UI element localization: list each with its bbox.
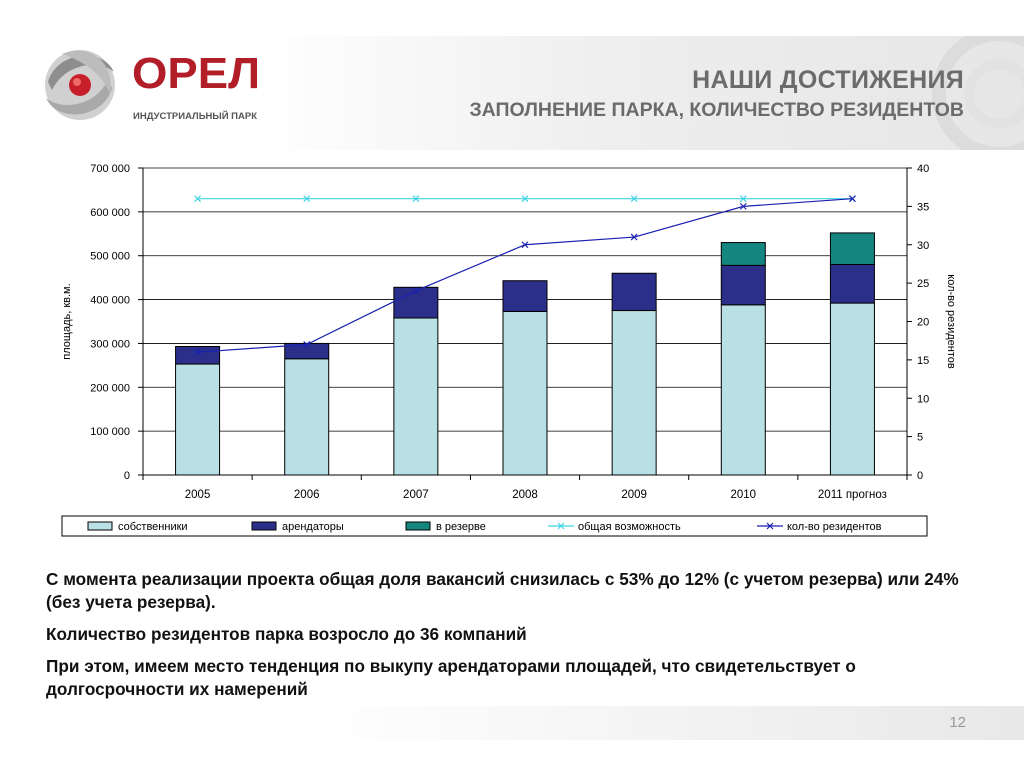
bar-segment-1 [611, 272, 657, 312]
logo-subtext: ИНДУСТРИАЛЬНЫЙ ПАРК [133, 110, 257, 122]
header-band [0, 36, 1024, 150]
y-tick-label: 500 000 [90, 251, 130, 263]
bar-segment-0 [611, 310, 657, 476]
y2-tick-label: 40 [917, 163, 929, 175]
legend-label: собственники [118, 521, 188, 533]
residents-marker [739, 202, 747, 210]
legend-marker-3 [557, 522, 565, 530]
residents-marker [521, 241, 529, 249]
legend-label: в резерве [436, 521, 486, 533]
legend-swatch-0 [87, 521, 113, 531]
residents-marker [630, 233, 638, 241]
legend-marker-4 [766, 522, 774, 530]
y2-tick-label: 20 [917, 317, 929, 329]
x-tick-label: 2006 [294, 489, 320, 501]
bar-segment-1 [720, 264, 766, 306]
header-decoration [932, 36, 1024, 150]
bar-segment-0 [720, 304, 766, 476]
y2-tick-label: 10 [917, 393, 929, 405]
x-tick-label: 2005 [185, 489, 211, 501]
page-subtitle: ЗАПОЛНЕНИЕ ПАРКА, КОЛИЧЕСТВО РЕЗИДЕНТОВ [469, 99, 964, 121]
y2-tick-label: 25 [917, 278, 929, 290]
y-tick-label: 0 [124, 470, 130, 482]
y-tick-label: 300 000 [90, 338, 130, 350]
body-paragraph-1: С момента реализации проекта общая доля … [46, 569, 959, 612]
y2-tick-label: 30 [917, 240, 929, 252]
body-paragraph-2: Количество резидентов парка возросло до … [46, 624, 527, 644]
y-tick-label: 600 000 [90, 207, 130, 219]
footer-band [0, 706, 1024, 740]
legend-label: арендаторы [282, 521, 344, 533]
logo-emblem-icon [45, 50, 115, 120]
logo-text: ОРЕЛ [132, 49, 260, 98]
residents-marker [303, 341, 311, 348]
y2-tick-label: 15 [917, 355, 929, 367]
page-number: 12 [949, 714, 966, 731]
x-tick-label: 2009 [621, 489, 647, 501]
bar-segment-2 [829, 232, 875, 265]
capacity-marker [194, 195, 201, 203]
residents-marker [194, 348, 201, 356]
y2-tick-label: 5 [917, 432, 923, 444]
page-title: НАШИ ДОСТИЖЕНИЯ [692, 66, 964, 94]
y-tick-label: 700 000 [90, 163, 130, 175]
capacity-marker [630, 195, 638, 203]
bar-segment-1 [829, 263, 875, 304]
y2-tick-label: 0 [917, 470, 923, 482]
x-tick-label: 2011 прогноз [818, 489, 887, 501]
capacity-marker [303, 195, 311, 203]
y2-tick-label: 35 [917, 201, 929, 213]
y-tick-label: 100 000 [90, 426, 130, 438]
residents-marker [412, 287, 420, 295]
bar-segment-0 [284, 358, 330, 476]
bar-segment-0 [502, 310, 548, 476]
capacity-marker [412, 195, 420, 203]
bar-segment-1 [393, 286, 439, 319]
y2-axis-label: кол-во резидентов [945, 274, 957, 369]
bar-segment-0 [393, 317, 439, 476]
y-axis-label: площадь, кв.м. [61, 283, 73, 359]
x-tick-label: 2008 [512, 489, 538, 501]
residents-marker [849, 195, 856, 203]
capacity-marker [739, 195, 747, 203]
body-paragraph-3: При этом, имеем место тенденция по выкуп… [46, 656, 856, 699]
company-logo: ОРЕЛ ИНДУСТРИАЛЬНЫЙ ПАРК [40, 42, 280, 128]
x-tick-label: 2010 [730, 489, 756, 501]
bar-segment-2 [720, 242, 766, 266]
bar-segment-0 [175, 363, 221, 476]
combo-chart: 0 100 000 200 000 300 000 400 000 500 000 600 … [61, 163, 957, 537]
y-tick-label: 400 000 [90, 295, 130, 307]
legend-swatch-2 [405, 521, 431, 531]
body-text: С момента реализации проекта общая доля … [46, 568, 996, 710]
legend-swatch-1 [251, 521, 277, 531]
bar-segment-0 [829, 302, 875, 476]
y-tick-label: 200 000 [90, 382, 130, 394]
bar-segment-1 [502, 280, 548, 312]
legend-label: кол-во резидентов [787, 521, 882, 533]
capacity-marker [521, 195, 529, 203]
bar-segment-1 [284, 342, 330, 360]
x-tick-label: 2007 [403, 489, 429, 501]
legend-label: общая возможность [578, 521, 681, 533]
bar-segment-1 [175, 345, 221, 365]
legend-box [61, 515, 928, 537]
